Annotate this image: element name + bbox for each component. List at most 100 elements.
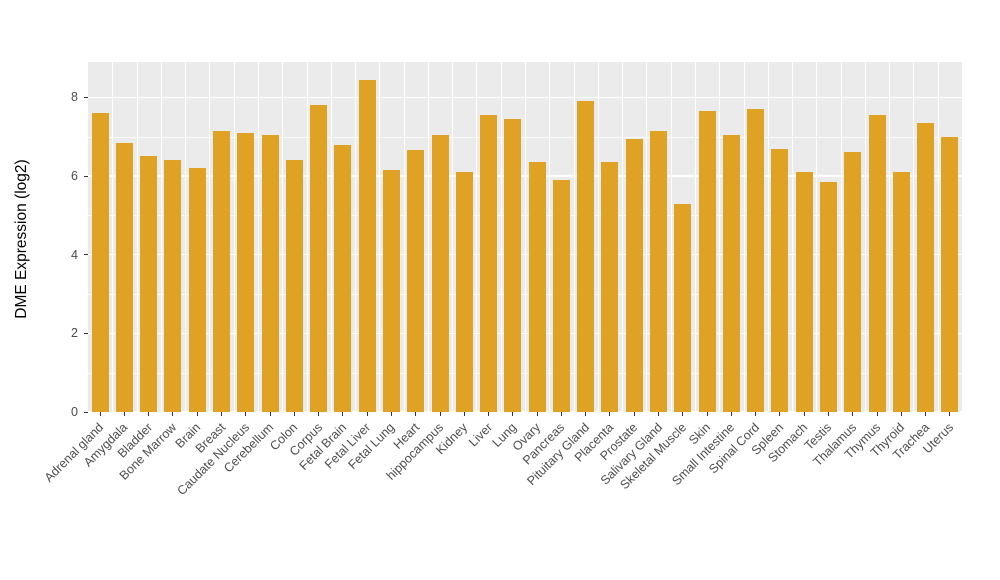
x-axis-tick-mark (342, 412, 344, 416)
x-axis-tick-mark (730, 412, 732, 416)
bar (407, 150, 425, 412)
x-axis-tick-mark (682, 412, 684, 416)
gridline-vertical (816, 62, 818, 412)
bar (771, 148, 789, 412)
x-axis-tick-mark (803, 412, 805, 416)
gridline-vertical (209, 62, 211, 412)
y-axis-tick-label: 4 (71, 247, 78, 262)
x-axis-tick-mark (123, 412, 125, 416)
bar (455, 172, 473, 412)
gridline-vertical (306, 62, 308, 412)
x-axis-tick-mark (925, 412, 927, 416)
x-axis-tick-mark (706, 412, 708, 416)
gridline-major (88, 96, 962, 99)
gridline-minor (88, 136, 962, 138)
gridline-minor (88, 215, 962, 217)
x-axis-tick-mark (585, 412, 587, 416)
bar (431, 134, 449, 412)
bar (747, 109, 765, 412)
y-axis-tick-mark (84, 254, 88, 256)
gridline-vertical (719, 62, 721, 412)
bar (917, 122, 935, 412)
gridline-vertical (257, 62, 259, 412)
x-axis-tick-mark (949, 412, 951, 416)
gridline-vertical (355, 62, 357, 412)
gridline-major (88, 411, 962, 413)
bar (528, 162, 546, 412)
x-axis-tick-mark (512, 412, 514, 416)
gridline-vertical (573, 62, 575, 412)
gridline-minor (88, 372, 962, 374)
bar (941, 136, 959, 412)
y-axis-tick-label: 0 (71, 405, 78, 419)
x-axis-tick-mark (245, 412, 247, 416)
gridline-vertical (743, 62, 745, 412)
y-axis-tick-mark (84, 332, 88, 334)
gridline-vertical (889, 62, 891, 412)
bar (261, 134, 279, 412)
gridline-vertical (864, 62, 866, 412)
bar (674, 203, 692, 412)
x-axis-tick-mark (366, 412, 368, 416)
x-axis-tick-mark (560, 412, 562, 416)
bar (91, 113, 109, 412)
gridline-vertical (185, 62, 187, 412)
gridline-vertical (500, 62, 502, 412)
gridline-vertical (112, 62, 114, 412)
x-axis-tick-mark (196, 412, 198, 416)
bar (722, 134, 740, 412)
x-axis-tick-mark (852, 412, 854, 416)
x-axis-tick-mark (439, 412, 441, 416)
x-axis-tick-mark (99, 412, 101, 416)
bar (625, 138, 643, 412)
gridline-vertical (937, 62, 939, 412)
bar (382, 170, 400, 412)
gridline-vertical (913, 62, 915, 412)
gridline-major (88, 175, 962, 177)
y-axis-tick-mark (84, 411, 88, 413)
x-axis-tick-mark (827, 412, 829, 416)
gridline-vertical (136, 62, 138, 412)
gridline-vertical (379, 62, 381, 412)
y-axis-tick-label: 6 (71, 169, 78, 184)
x-axis-tick-mark (876, 412, 878, 416)
bar (310, 105, 328, 412)
bar (577, 101, 595, 412)
gridline-minor (88, 294, 962, 296)
bar (698, 111, 716, 412)
gridline-vertical (476, 62, 478, 412)
bar (213, 130, 230, 412)
gridline-major (88, 253, 962, 256)
gridline-vertical (427, 62, 429, 412)
gridline-vertical (670, 62, 672, 412)
gridline-vertical (622, 62, 624, 412)
x-axis-tick-mark (609, 412, 611, 416)
gridline-vertical (840, 62, 842, 412)
x-axis-tick-mark (488, 412, 490, 416)
x-axis-tick-mark (536, 412, 538, 416)
x-axis-tick-mark (318, 412, 320, 416)
x-axis-tick-mark (172, 412, 174, 416)
gridline-vertical (525, 62, 526, 412)
bar (504, 119, 522, 412)
plot-panel (88, 62, 962, 413)
x-axis-tick-mark (755, 412, 757, 416)
gridline-vertical (597, 62, 599, 412)
gridline-vertical (403, 62, 405, 412)
bar (480, 115, 498, 412)
bar (115, 142, 133, 412)
x-axis-tick-mark (390, 412, 392, 416)
x-axis-tick-mark (269, 412, 271, 416)
gridline-vertical (233, 62, 235, 412)
bar (237, 132, 255, 412)
gridline-major (88, 332, 962, 335)
bar (844, 152, 862, 412)
y-axis-tick-label: 8 (71, 90, 78, 105)
bar (552, 179, 570, 412)
gridline-vertical (792, 62, 794, 412)
bar (285, 160, 303, 412)
x-axis-tick-mark (415, 412, 417, 416)
x-axis-tick-mark (900, 412, 902, 416)
gridline-vertical (452, 62, 454, 412)
